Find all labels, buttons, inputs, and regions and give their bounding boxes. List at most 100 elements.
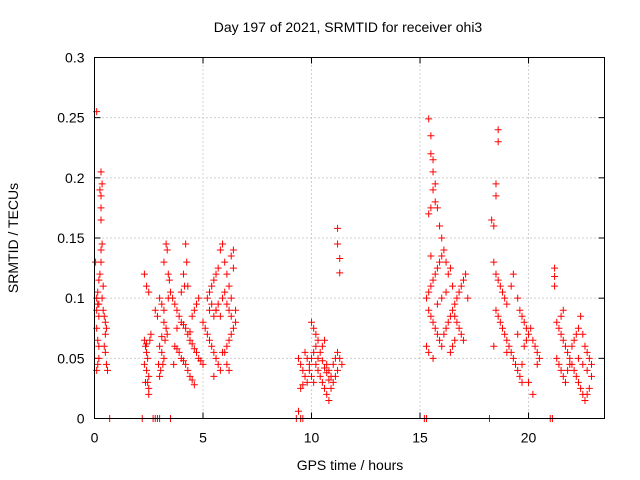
data-point-marker <box>216 246 224 254</box>
data-point-marker <box>212 354 220 362</box>
data-point-marker <box>221 288 229 296</box>
data-point-marker <box>531 342 539 350</box>
data-point-marker <box>514 330 522 338</box>
data-point-marker <box>143 366 151 374</box>
data-point-marker <box>499 288 506 296</box>
data-point-marker <box>525 378 533 386</box>
data-point-marker <box>557 366 565 374</box>
data-point-marker <box>160 318 168 326</box>
data-point-marker <box>301 372 309 380</box>
data-point-marker <box>96 186 104 194</box>
data-point-marker <box>212 306 220 314</box>
data-point-marker <box>442 288 450 296</box>
data-point-marker <box>429 276 437 284</box>
data-point-marker <box>518 378 526 386</box>
data-point-marker <box>494 126 502 134</box>
data-point-marker <box>186 328 194 336</box>
data-point-marker <box>533 360 541 368</box>
data-point-marker <box>436 258 444 266</box>
data-point-marker <box>173 306 181 314</box>
y-tick-label: 0.2 <box>65 170 85 186</box>
data-point-marker <box>225 366 233 374</box>
data-point-marker <box>206 288 214 296</box>
data-point-marker <box>457 282 465 290</box>
data-point-marker <box>97 168 105 176</box>
data-point-marker <box>583 390 591 398</box>
data-point-marker <box>577 312 585 320</box>
data-point-marker <box>325 396 333 404</box>
data-point-marker <box>179 270 187 278</box>
y-tick-label: 0.15 <box>57 230 84 246</box>
data-point-marker <box>144 354 152 362</box>
data-point-marker <box>223 270 231 278</box>
data-point-marker <box>142 378 149 386</box>
data-point-marker <box>314 366 322 374</box>
data-point-marker <box>305 360 313 368</box>
data-point-marker <box>518 360 526 368</box>
data-point-marker <box>299 381 307 389</box>
data-point-marker <box>494 138 502 146</box>
data-point-marker <box>334 366 342 374</box>
data-point-marker <box>572 330 580 338</box>
data-point-marker <box>295 407 302 415</box>
data-point-marker <box>464 294 472 302</box>
data-point-marker <box>214 264 222 272</box>
data-point-marker <box>431 198 439 206</box>
data-point-marker <box>225 336 233 344</box>
data-point-marker <box>208 300 216 308</box>
data-point-marker <box>197 357 205 365</box>
data-point-marker <box>334 240 342 248</box>
data-point-marker <box>572 372 580 380</box>
data-point-marker <box>303 354 311 362</box>
data-point-marker <box>503 300 511 308</box>
data-point-marker <box>325 376 333 384</box>
data-point-marker <box>186 336 194 344</box>
data-point-marker <box>160 306 168 314</box>
data-point-marker <box>427 132 435 140</box>
data-point-marker <box>216 312 224 320</box>
data-point-marker <box>551 282 559 290</box>
data-point-marker <box>327 372 335 380</box>
data-point-marker <box>95 276 103 284</box>
data-point-marker <box>155 360 163 368</box>
data-point-marker <box>438 252 446 260</box>
data-point-marker <box>232 318 240 326</box>
data-point-marker <box>323 369 331 377</box>
data-point-marker <box>223 342 231 350</box>
data-point-marker <box>98 294 106 302</box>
data-point-marker <box>559 336 567 344</box>
data-point-marker <box>225 282 233 290</box>
data-point-marker <box>310 324 318 332</box>
data-point-marker <box>574 378 582 386</box>
data-point-marker <box>97 192 105 200</box>
data-point-marker <box>175 348 183 356</box>
data-point-marker <box>160 354 168 362</box>
data-point-marker <box>446 264 454 272</box>
data-point-marker <box>94 288 102 296</box>
data-point-marker <box>336 269 344 277</box>
data-point-marker <box>579 360 587 368</box>
data-point-marker <box>316 348 324 356</box>
data-point-marker <box>147 330 155 338</box>
data-point-marker <box>97 216 105 224</box>
data-point-marker <box>329 360 337 368</box>
data-point-marker <box>429 156 437 164</box>
data-point-marker <box>449 282 457 290</box>
data-point-marker <box>179 321 187 329</box>
data-point-marker <box>145 288 153 296</box>
data-point-marker <box>449 306 457 314</box>
data-point-marker <box>490 222 498 230</box>
data-point-marker <box>173 345 181 353</box>
y-tick-label: 0.25 <box>57 110 84 126</box>
data-point-marker <box>457 330 465 338</box>
data-point-marker <box>444 270 452 278</box>
data-point-marker <box>583 366 591 374</box>
data-point-marker <box>433 204 441 212</box>
data-point-marker <box>221 348 229 356</box>
data-point-marker <box>101 330 109 338</box>
data-point-marker <box>444 318 452 326</box>
data-point-marker <box>553 318 561 326</box>
data-point-marker <box>145 390 153 398</box>
data-point-marker <box>561 378 569 386</box>
data-point-marker <box>533 348 541 356</box>
